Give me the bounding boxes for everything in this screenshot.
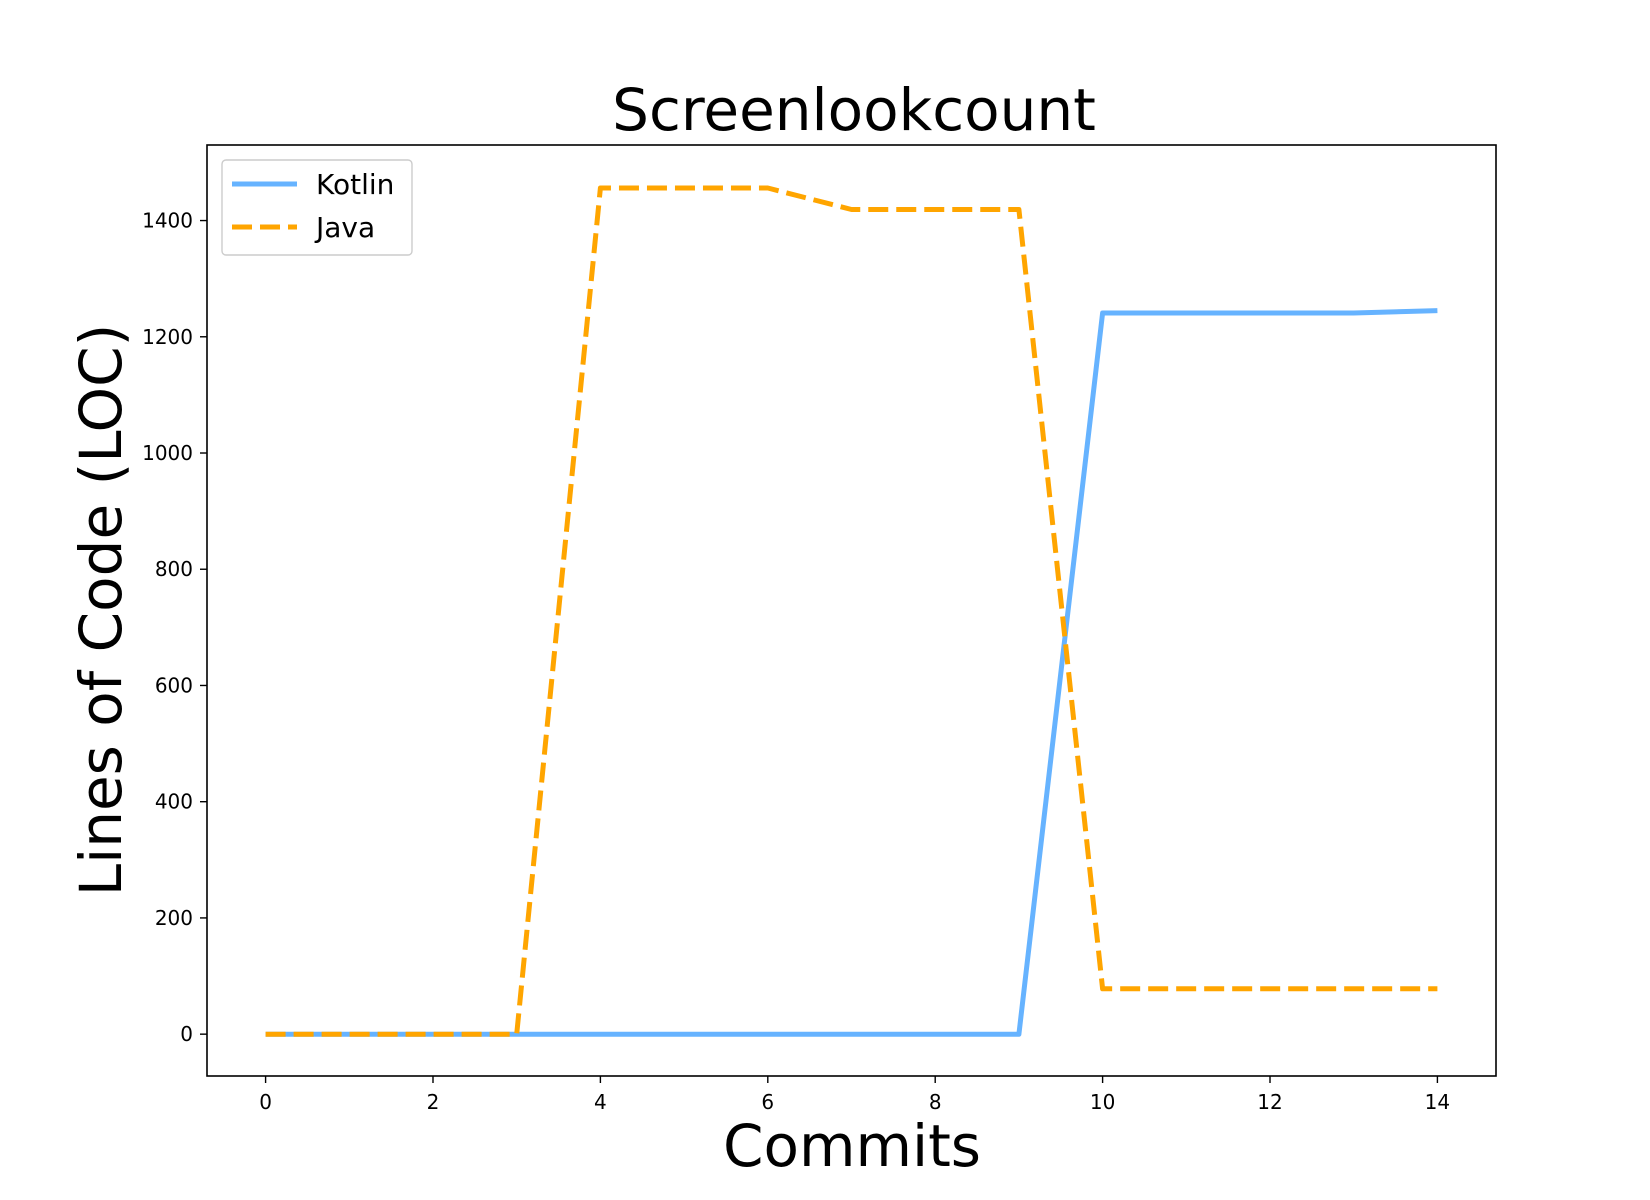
x-axis: 0 2 4 6 8 10 12 14: [259, 1076, 1450, 1114]
legend-label-kotlin: Kotlin: [316, 168, 394, 201]
y-tick-label: 400: [155, 790, 193, 814]
x-axis-label: Commits: [723, 1112, 981, 1180]
y-tick-label: 1400: [142, 209, 193, 233]
plot-area: [206, 144, 1497, 1077]
y-tick-label: 0: [180, 1022, 193, 1046]
chart-title: Screenlookcount: [612, 76, 1096, 144]
x-tick-label: 0: [259, 1090, 272, 1114]
legend: Kotlin Java: [221, 159, 413, 256]
legend-label-java: Java: [314, 211, 375, 244]
x-tick-label: 2: [427, 1090, 440, 1114]
x-tick-label: 6: [761, 1090, 774, 1114]
x-tick-label: 12: [1257, 1090, 1282, 1114]
y-tick-label: 800: [155, 557, 193, 581]
y-axis: 0 200 400 600 800 1000 1200 1400: [142, 209, 207, 1046]
x-tick-label: 4: [594, 1090, 607, 1114]
y-tick-label: 600: [155, 673, 193, 697]
series-line-kotlin: [265, 308, 1438, 1037]
x-tick-label: 8: [929, 1090, 942, 1114]
x-tick-label: 14: [1425, 1090, 1450, 1114]
y-tick-label: 1000: [142, 441, 193, 465]
y-tick-label: 1200: [142, 325, 193, 349]
series-line-java: [265, 185, 1438, 1037]
y-axis-label: Lines of Code (LOC): [67, 324, 135, 896]
plot-frame: [206, 144, 1497, 1077]
x-tick-label: 10: [1090, 1090, 1115, 1114]
y-tick-label: 200: [155, 906, 193, 930]
series-layer: [265, 185, 1438, 1037]
